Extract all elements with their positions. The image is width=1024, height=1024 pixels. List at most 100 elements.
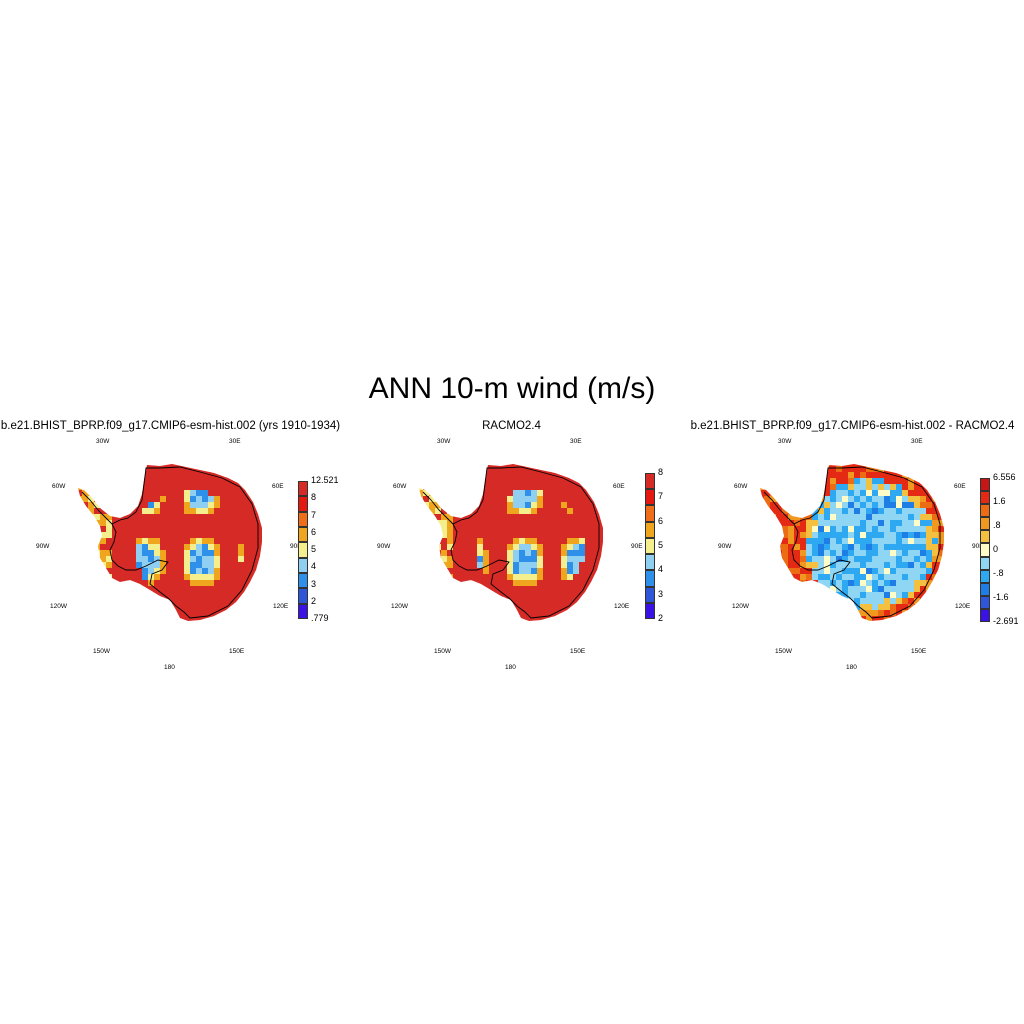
- panel-title: b.e21.BHIST_BPRP.f09_g17.CMIP6-esm-hist.…: [0, 420, 341, 432]
- colorbar-box: [980, 569, 990, 583]
- colorbar-label: 5: [658, 540, 664, 550]
- lon-label: 120W: [391, 603, 408, 610]
- colorbar-label: .779: [311, 613, 329, 623]
- lon-label: 60E: [954, 483, 966, 490]
- colorbar-label: 0: [993, 544, 999, 554]
- colorbar-box: [298, 603, 308, 619]
- lon-label: 30E: [911, 438, 923, 445]
- colorbar-box: [298, 496, 308, 512]
- lon-label: 30W: [778, 438, 792, 445]
- colorbar-box: [980, 608, 990, 622]
- lon-label: 120E: [273, 603, 289, 610]
- colorbar-box: [645, 537, 655, 555]
- colorbar-label: 4: [311, 561, 317, 572]
- wind-field: [760, 464, 944, 621]
- lon-label: 150E: [229, 648, 245, 655]
- colorbar-label: -2.691: [993, 616, 1019, 626]
- colorbar-box: [298, 557, 308, 573]
- colorbar-box: [645, 473, 655, 490]
- colorbar: .779 2 3 4 5 6 7 8 12.521: [298, 475, 339, 623]
- antarctica-map: [78, 464, 262, 621]
- lon-label: 30W: [437, 438, 451, 445]
- coastline: [422, 466, 600, 619]
- lon-label: 30E: [229, 438, 241, 445]
- colorbar-label: 8: [658, 467, 664, 477]
- lon-label: 150E: [911, 648, 927, 655]
- lon-label: 150E: [570, 648, 586, 655]
- colorbar-label: 12.521: [311, 475, 339, 485]
- colorbar: -2.691 -1.6 -.8 0 .8 1.6 6.556: [980, 472, 1019, 626]
- lon-label: 180: [505, 664, 516, 671]
- lon-label: 120W: [50, 603, 67, 610]
- colorbar-label: 3: [311, 578, 317, 589]
- wind-field: [78, 464, 262, 621]
- panel-title: b.e21.BHIST_BPRP.f09_g17.CMIP6-esm-hist.…: [690, 420, 1015, 432]
- lon-label: 30E: [570, 438, 582, 445]
- colorbar-label: -1.6: [993, 592, 1009, 602]
- panel-title: RACMO2.4: [482, 420, 541, 432]
- lon-label: 60W: [52, 483, 66, 490]
- lon-label: 120E: [955, 603, 971, 610]
- colorbar-box: [645, 521, 655, 538]
- colorbar-label: 1.6: [993, 496, 1006, 506]
- colorbar-box: [980, 504, 990, 518]
- colorbar-box: [980, 517, 990, 531]
- colorbar-box: [645, 570, 655, 587]
- colorbar-label: 7: [658, 491, 664, 502]
- antarctica-map: [760, 464, 944, 621]
- figure-title: ANN 10-m wind (m/s): [368, 372, 656, 405]
- lon-label: 120E: [614, 603, 630, 610]
- panel-racmo: RACMO2.4 30W 30E 60W 60E 90W 90E 120W 12…: [341, 420, 682, 680]
- colorbar-box: [980, 491, 990, 505]
- colorbar-box: [298, 481, 308, 497]
- lon-label: 60E: [613, 483, 625, 490]
- colorbar-label: -.8: [993, 568, 1004, 578]
- colorbar-label: .8: [993, 520, 1001, 530]
- colorbar-box: [298, 542, 308, 558]
- coastline: [81, 466, 259, 619]
- lon-label: 180: [846, 664, 857, 671]
- lon-label: 60W: [734, 483, 748, 490]
- colorbar: 2 3 4 5 6 7 8: [645, 467, 663, 623]
- colorbar-label: 5: [311, 544, 317, 554]
- antarctica-map: [419, 464, 603, 621]
- colorbar-label: 8: [311, 492, 317, 503]
- colorbar-label: 3: [658, 588, 664, 599]
- lon-label: 150W: [775, 648, 792, 655]
- colorbar-box: [645, 554, 655, 571]
- lon-label: 90W: [36, 543, 50, 550]
- lon-label: 150W: [93, 648, 110, 655]
- lon-label: 90E: [290, 543, 302, 550]
- colorbar-box: [645, 602, 655, 619]
- colorbar-label: 2: [311, 595, 317, 606]
- lon-label: 60W: [393, 483, 407, 490]
- panel-difference: b.e21.BHIST_BPRP.f09_g17.CMIP6-esm-hist.…: [682, 420, 1023, 680]
- lon-label: 60E: [272, 483, 284, 490]
- panel-model: b.e21.BHIST_BPRP.f09_g17.CMIP6-esm-hist.…: [0, 420, 341, 680]
- colorbar-label: 6: [311, 526, 317, 537]
- coastline: [763, 466, 941, 619]
- lon-label: 90W: [718, 543, 732, 550]
- colorbar-box: [980, 543, 990, 557]
- colorbar-box: [980, 530, 990, 544]
- colorbar-label: 2: [658, 613, 664, 623]
- lon-label: 90E: [972, 543, 984, 550]
- wind-field: [419, 464, 603, 621]
- lon-label: 30W: [96, 438, 110, 445]
- lon-label: 180: [164, 664, 175, 671]
- colorbar-label: 6.556: [993, 472, 1016, 482]
- colorbar-box: [298, 588, 308, 604]
- colorbar-label: 6: [658, 515, 664, 526]
- lon-label: 150W: [434, 648, 451, 655]
- colorbar-box: [298, 511, 308, 527]
- lon-label: 90E: [631, 543, 643, 550]
- lon-label: 120W: [732, 603, 749, 610]
- colorbar-box: [980, 556, 990, 570]
- colorbar-box: [980, 478, 990, 492]
- colorbar-box: [645, 505, 655, 522]
- colorbar-box: [980, 582, 990, 596]
- colorbar-box: [645, 586, 655, 603]
- colorbar-box: [298, 573, 308, 589]
- colorbar-box: [645, 489, 655, 506]
- colorbar-label: 7: [311, 509, 317, 520]
